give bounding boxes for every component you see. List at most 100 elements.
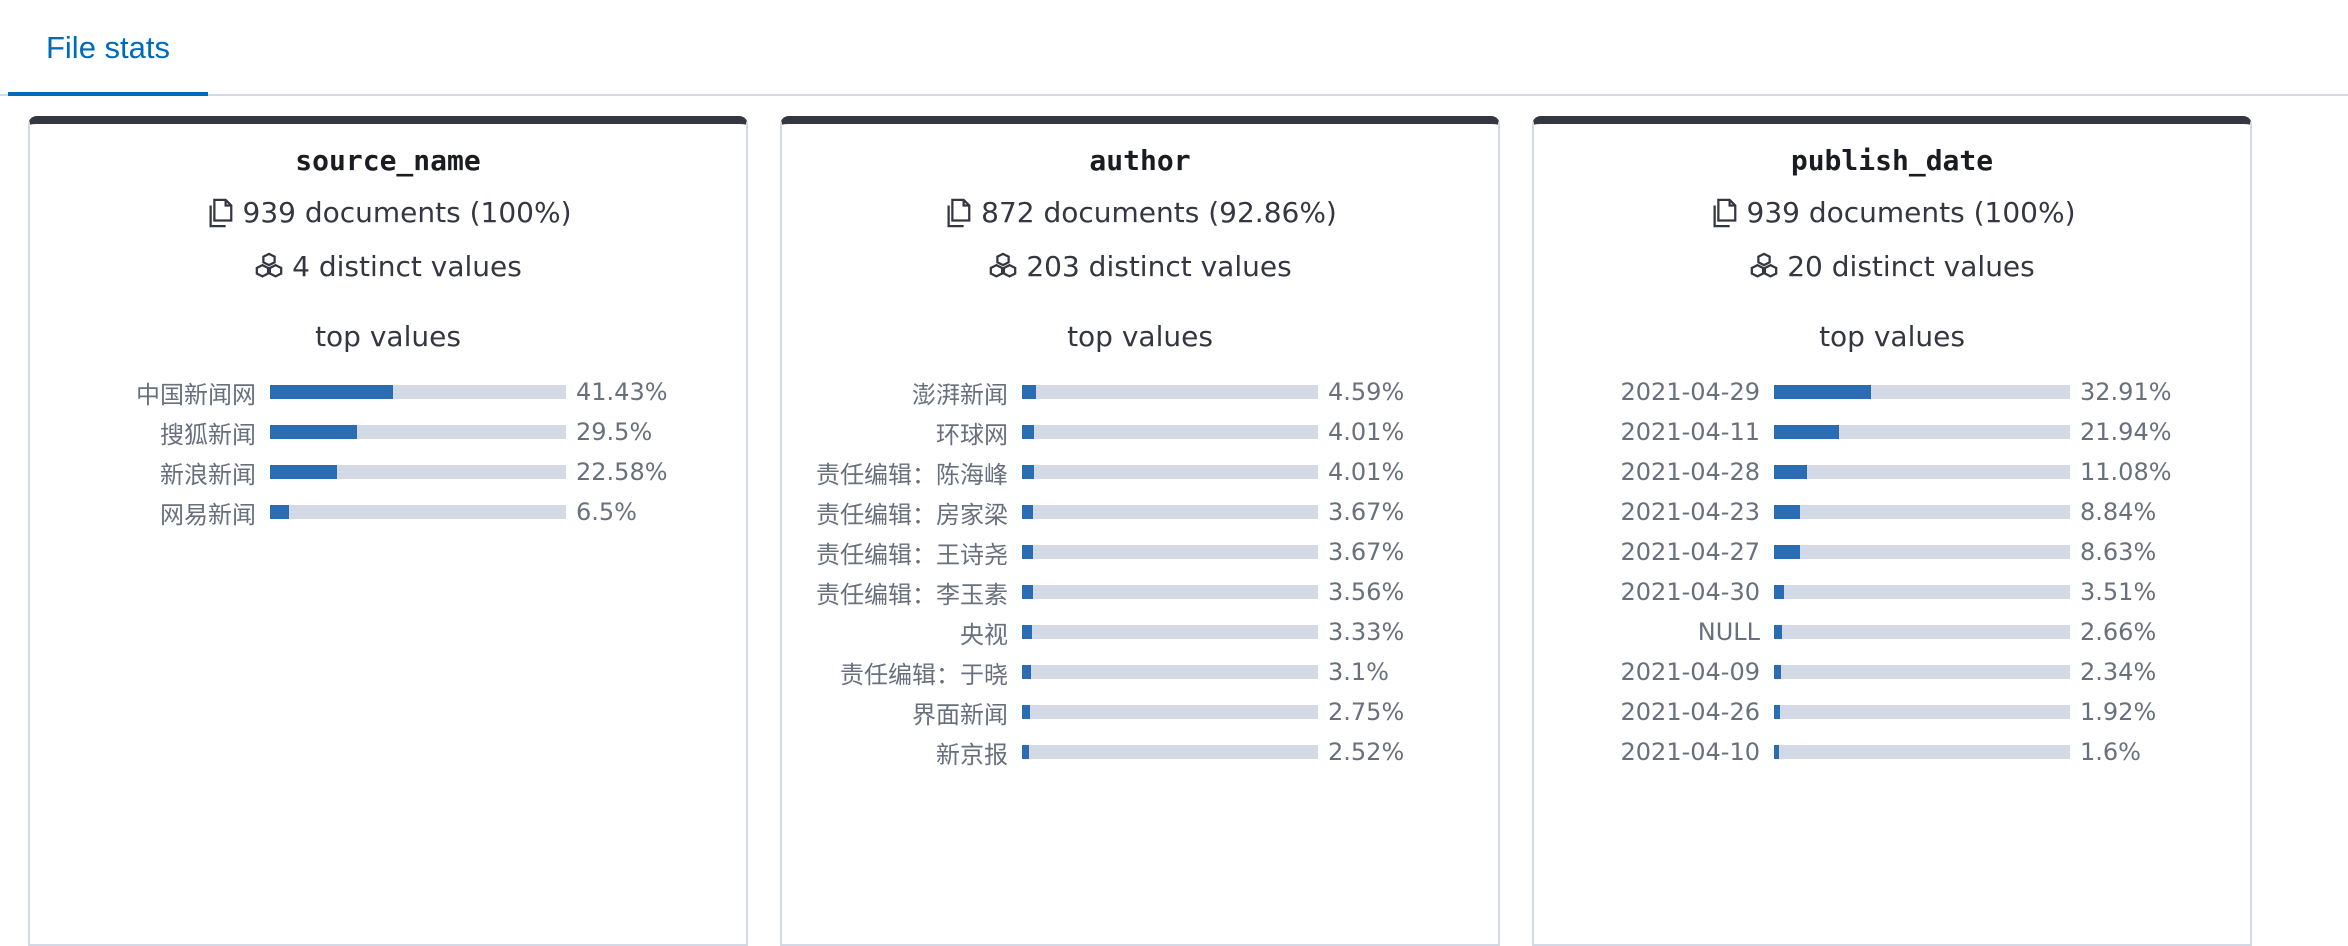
top-value-label: NULL [1697, 618, 1760, 646]
top-value-bar-track [1774, 465, 2070, 479]
top-value-label: 新浪新闻 [160, 460, 256, 489]
field-name: author [1089, 144, 1191, 177]
top-value-row: NULL 2.66% [1534, 612, 2250, 652]
top-value-percent: 8.84% [2080, 498, 2157, 526]
top-value-row: 新京报 2.52% [782, 732, 1498, 772]
top-value-percent: 3.33% [1328, 618, 1405, 646]
top-value-row: 责任编辑：李玉素 3.56% [782, 572, 1498, 612]
top-value-bar-track [1774, 425, 2070, 439]
top-value-bar-track [270, 465, 566, 479]
top-value-bar-track [1774, 665, 2070, 679]
top-value-bar-track [1022, 745, 1318, 759]
top-value-bar-track [270, 385, 566, 399]
top-value-row: 界面新闻 2.75% [782, 692, 1498, 732]
top-value-row: 2021-04-28 11.08% [1534, 452, 2250, 492]
top-value-bar-fill [270, 505, 290, 519]
top-value-bar-track [1774, 385, 2070, 399]
tab-file-stats[interactable]: File stats [45, 30, 171, 65]
distinct-count: 203 distinct values [1026, 250, 1292, 283]
top-value-bar-fill [1774, 745, 1779, 759]
distinct-count: 20 distinct values [1787, 250, 2035, 283]
top-value-bar-fill [1022, 665, 1032, 679]
top-value-label: 界面新闻 [912, 700, 1008, 729]
top-value-row: 2021-04-27 8.63% [1534, 532, 2250, 572]
top-value-percent: 8.63% [2080, 538, 2157, 566]
top-value-percent: 21.94% [2080, 418, 2172, 446]
distinct-values-icon [990, 252, 1017, 278]
top-value-bar-fill [270, 385, 393, 399]
top-value-label: 2021-04-11 [1620, 418, 1760, 446]
top-value-bar-track [1774, 705, 2070, 719]
top-value-bar-fill [1022, 465, 1034, 479]
top-value-label: 2021-04-29 [1620, 378, 1760, 406]
top-value-percent: 1.92% [2080, 698, 2157, 726]
top-values-title: top values [1067, 320, 1213, 353]
top-value-bar-fill [1774, 665, 1781, 679]
top-value-label: 环球网 [936, 420, 1008, 449]
top-value-bar-track [1022, 625, 1318, 639]
top-value-bar-track [1774, 745, 2070, 759]
top-value-label: 搜狐新闻 [160, 420, 256, 449]
top-value-bar-track [1022, 585, 1318, 599]
top-value-bar-fill [1022, 425, 1034, 439]
documents-stat: 872 documents (92.86%) [782, 196, 1498, 229]
distinct-values-icon [1750, 252, 1778, 278]
distinct-stat: 203 distinct values [782, 250, 1498, 283]
top-value-bar-track [1022, 505, 1318, 519]
top-value-row: 中国新闻网 41.43% [30, 372, 746, 412]
documents-icon [209, 198, 232, 227]
top-value-percent: 29.5% [576, 418, 653, 446]
tab-bar: File stats [0, 0, 2348, 96]
top-value-percent: 3.56% [1328, 578, 1405, 606]
top-value-percent: 3.67% [1328, 498, 1405, 526]
distinct-stat: 20 distinct values [1534, 250, 2250, 283]
top-value-row: 新浪新闻 22.58% [30, 452, 746, 492]
top-value-label: 2021-04-30 [1620, 578, 1760, 606]
top-value-percent: 22.58% [576, 458, 668, 486]
documents-icon [947, 198, 971, 227]
top-value-bar-fill [1774, 385, 1872, 399]
top-value-percent: 2.52% [1328, 738, 1405, 766]
top-value-row: 搜狐新闻 29.5% [30, 412, 746, 452]
top-values-title: top values [315, 320, 461, 353]
top-value-row: 责任编辑：房家梁 3.67% [782, 492, 1498, 532]
top-value-label: 网易新闻 [160, 500, 256, 529]
documents-stat: 939 documents (100%) [30, 196, 746, 229]
top-value-percent: 6.5% [576, 498, 637, 526]
distinct-count: 4 distinct values [292, 250, 522, 283]
field-name: source_name [295, 144, 481, 177]
top-value-row: 网易新闻 6.5% [30, 492, 746, 532]
top-value-bar-fill [270, 465, 337, 479]
top-value-bar-track [1022, 425, 1318, 439]
documents-stat: 939 documents (100%) [1534, 196, 2250, 229]
top-value-bar-track [1774, 585, 2070, 599]
top-value-label: 2021-04-10 [1620, 738, 1760, 766]
top-value-label: 2021-04-23 [1620, 498, 1760, 526]
top-value-row: 澎湃新闻 4.59% [782, 372, 1498, 412]
top-value-label: 责任编辑：陈海峰 [816, 460, 1008, 489]
documents-count: 939 documents (100%) [242, 196, 572, 229]
top-value-bar-track [1774, 625, 2070, 639]
top-value-label: 2021-04-27 [1620, 538, 1760, 566]
top-value-bar-fill [1022, 705, 1031, 719]
top-value-bar-track [1022, 705, 1318, 719]
top-value-label: 澎湃新闻 [912, 380, 1008, 409]
top-value-bar-fill [1774, 505, 1801, 519]
top-value-label: 新京报 [936, 740, 1008, 769]
top-value-row: 环球网 4.01% [782, 412, 1498, 452]
distinct-values-icon [255, 252, 283, 278]
top-value-percent: 4.01% [1328, 458, 1405, 486]
top-value-bar-fill [1774, 625, 1782, 639]
field-name: publish_date [1790, 144, 1994, 177]
documents-count: 939 documents (100%) [1746, 196, 2076, 229]
top-value-row: 2021-04-11 21.94% [1534, 412, 2250, 452]
top-value-bar-fill [1022, 545, 1033, 559]
top-value-label: 2021-04-26 [1620, 698, 1760, 726]
top-value-percent: 32.91% [2080, 378, 2172, 406]
top-value-percent: 11.08% [2080, 458, 2172, 486]
top-value-row: 责任编辑：王诗尧 3.67% [782, 532, 1498, 572]
top-value-percent: 2.34% [2080, 658, 2157, 686]
top-value-bar-fill [1022, 585, 1033, 599]
top-value-bar-fill [1022, 505, 1033, 519]
top-value-bar-fill [1022, 385, 1036, 399]
